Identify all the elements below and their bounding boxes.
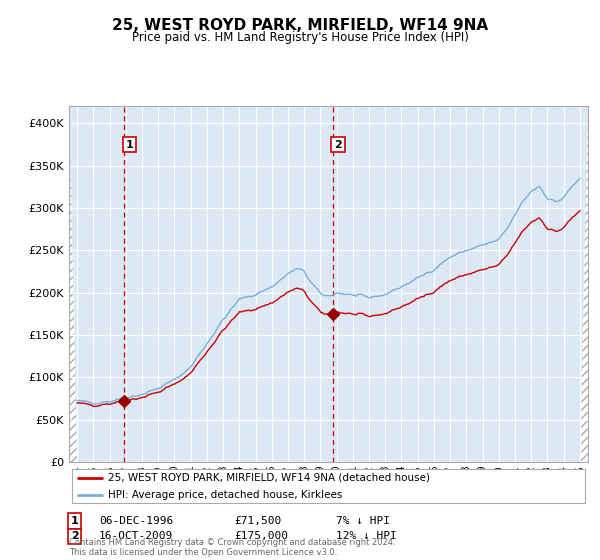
Text: 16-OCT-2009: 16-OCT-2009 [99,531,173,542]
Text: £175,000: £175,000 [234,531,288,542]
Text: Contains HM Land Registry data © Crown copyright and database right 2024.
This d: Contains HM Land Registry data © Crown c… [69,538,395,557]
Polygon shape [580,106,588,462]
Text: Price paid vs. HM Land Registry's House Price Index (HPI): Price paid vs. HM Land Registry's House … [131,31,469,44]
Text: £71,500: £71,500 [234,516,281,526]
Text: 1: 1 [125,139,133,150]
FancyBboxPatch shape [71,469,586,503]
Text: 25, WEST ROYD PARK, MIRFIELD, WF14 9NA (detached house): 25, WEST ROYD PARK, MIRFIELD, WF14 9NA (… [108,473,430,483]
Text: 1: 1 [71,516,79,526]
Text: 25, WEST ROYD PARK, MIRFIELD, WF14 9NA: 25, WEST ROYD PARK, MIRFIELD, WF14 9NA [112,18,488,33]
Text: 06-DEC-1996: 06-DEC-1996 [99,516,173,526]
Text: 12% ↓ HPI: 12% ↓ HPI [336,531,397,542]
Polygon shape [69,106,77,462]
Text: 2: 2 [334,139,342,150]
Text: HPI: Average price, detached house, Kirklees: HPI: Average price, detached house, Kirk… [108,490,342,500]
Text: 7% ↓ HPI: 7% ↓ HPI [336,516,390,526]
Text: 2: 2 [71,531,79,542]
